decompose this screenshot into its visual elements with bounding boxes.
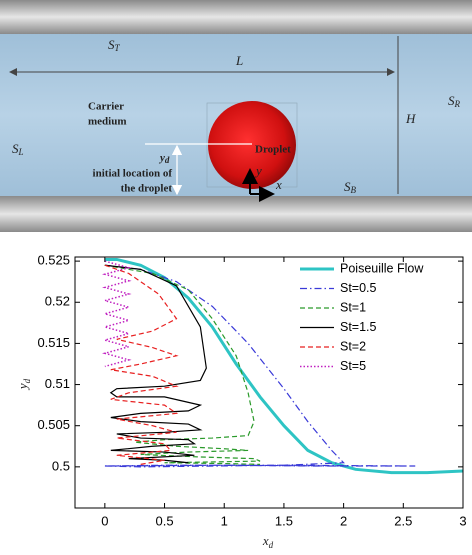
initial-label: initial location of [93,168,173,180]
y-tick-label: 0.5 [52,458,70,473]
y-axis-label: yd [15,378,32,391]
initial-label: the droplet [121,183,173,195]
axis-y-label: y [254,163,262,178]
channel-diagram: ST L Carrier medium Droplet SR H SL yd i… [0,0,472,232]
x-tick-label: 0 [101,513,108,528]
x-tick-label: 3 [459,513,466,528]
y-tick-label: 0.525 [37,253,70,268]
x-tick-label: 2 [340,513,347,528]
series-line [104,264,179,465]
y-tick-label: 0.51 [45,376,70,391]
bottom-wall [0,196,472,232]
left-label: SL [12,141,24,157]
series-line [104,264,416,468]
series-line [104,264,207,464]
legend-label: Poiseuille Flow [340,261,424,275]
length-label: L [235,53,243,68]
x-tick-label: 1 [221,513,228,528]
yd-label: yd [158,152,170,166]
plot: 0 0.5 1 1.5 2 2.5 30.50.5050.510.5150.520.525P… [37,253,466,529]
axis-x-label: x [275,177,282,192]
carrier-label: Carrier [88,101,124,113]
bottom-wall-label: SB [344,179,357,195]
top-wall [0,0,472,34]
series-line [104,257,464,475]
legend-label: St=0.5 [340,281,377,295]
droplet-label: Droplet [255,144,291,156]
series-line [102,260,132,368]
top-wall-label: ST [108,37,121,53]
y-tick-label: 0.505 [37,417,70,432]
plot-frame [74,256,464,509]
height-label: H [405,111,416,126]
droplet [208,101,296,189]
right-label: SR [448,93,461,109]
legend-label: St=2 [340,339,366,353]
y-tick-label: 0.52 [45,294,70,309]
carrier-label: medium [88,116,127,128]
legend-label: St=1.5 [340,320,377,334]
series-line [104,264,261,465]
legend-label: St=5 [340,359,366,373]
x-tick-label: 1.5 [275,513,293,528]
legend-label: St=1 [340,300,366,314]
plot-area [75,257,463,508]
x-tick-label: 2.5 [394,513,412,528]
y-tick-label: 0.515 [37,335,70,350]
x-tick-label: 0.5 [155,513,173,528]
x-axis-label: xd [262,533,274,550]
